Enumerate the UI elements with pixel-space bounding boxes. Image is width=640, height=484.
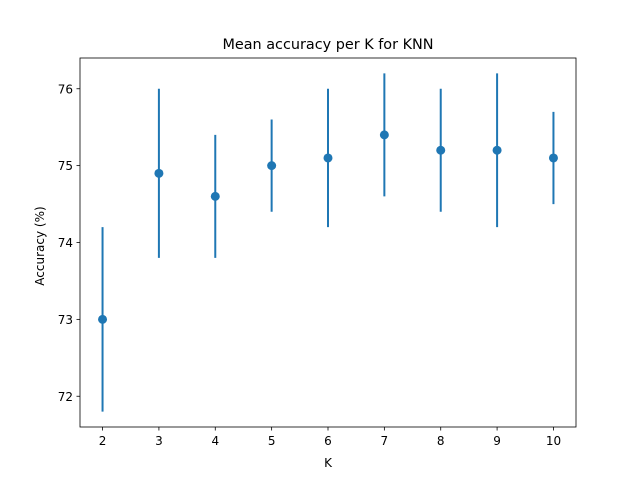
error-bars (101, 73, 555, 412)
x-axis-ticks: 2 3 4 5 6 7 8 9 10 (99, 427, 561, 448)
data-point (154, 168, 164, 178)
x-axis-label: K (324, 456, 333, 470)
data-point (379, 130, 389, 140)
x-tick-label: 7 (381, 434, 389, 448)
y-tick-label: 73 (58, 313, 73, 327)
x-tick-label: 8 (437, 434, 445, 448)
data-point (436, 145, 446, 155)
data-point (323, 153, 333, 163)
y-axis-ticks: 72 73 74 75 76 (58, 82, 80, 404)
y-tick-label: 76 (58, 82, 73, 96)
chart-title: Mean accuracy per K for KNN (222, 37, 433, 53)
data-point (548, 153, 558, 163)
data-point (98, 314, 108, 324)
x-tick-label: 6 (324, 434, 332, 448)
x-tick-label: 4 (211, 434, 219, 448)
y-tick-label: 74 (58, 236, 73, 250)
x-tick-label: 10 (546, 434, 561, 448)
x-tick-label: 9 (493, 434, 501, 448)
x-tick-label: 5 (268, 434, 276, 448)
y-tick-label: 72 (58, 390, 73, 404)
x-tick-label: 3 (155, 434, 163, 448)
x-tick-label: 2 (99, 434, 107, 448)
data-points (98, 130, 558, 324)
y-tick-label: 75 (58, 159, 73, 173)
data-point (267, 161, 277, 171)
y-axis-label: Accuracy (%) (33, 206, 47, 285)
data-point (492, 145, 502, 155)
data-point (210, 191, 220, 201)
